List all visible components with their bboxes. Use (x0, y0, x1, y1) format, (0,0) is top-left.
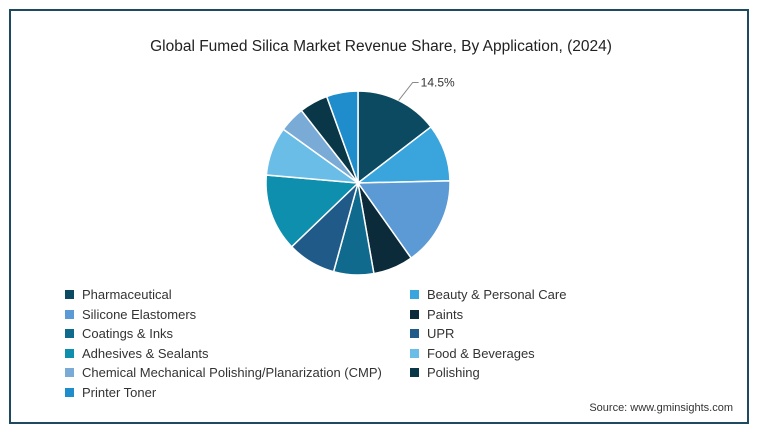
legend-swatch (65, 348, 74, 358)
legend-item: UPR (410, 326, 454, 341)
legend-label: Coatings & Inks (82, 326, 174, 341)
legend-label: Food & Beverages (427, 345, 535, 361)
pie-slice-printer-toner (325, 90, 359, 184)
pie-slice-pharmaceutical (357, 90, 433, 185)
legend-swatch (410, 329, 419, 338)
legend-item: Silicone Elastomers (65, 307, 196, 322)
legend-label: Polishing (427, 365, 480, 380)
legend-item: Printer Toner (65, 385, 156, 400)
source-note: Source: www.gminsights.com (589, 402, 733, 414)
legend-swatch (65, 387, 74, 397)
legend-label: Beauty & Personal Care (427, 287, 567, 302)
pie-chart: 14.5% (265, 75, 455, 276)
legend-item: Pharmaceutical (65, 287, 172, 302)
chart-frame: Global Fumed Silica Market Revenue Share… (9, 9, 749, 424)
legend-item: Adhesives & Sealants (65, 346, 208, 361)
legend-swatch (65, 309, 74, 319)
legend-label: UPR (427, 326, 455, 341)
legend-item: Polishing (410, 365, 480, 380)
legend-swatch (410, 348, 419, 358)
legend-swatch (65, 368, 74, 377)
legend-item: Beauty & Personal Care (410, 287, 566, 302)
legend-label: Printer Toner (82, 384, 157, 400)
chart-title: Global Fumed Silica Market Revenue Share… (150, 38, 612, 55)
pie-slice-adhesives-sealants (265, 174, 360, 248)
data-label: 14.5% (421, 75, 455, 89)
legend-label: Paints (427, 306, 464, 322)
legend-item: Food & Beverages (410, 346, 535, 361)
legend-label: Silicone Elastomers (82, 306, 197, 322)
legend-item: Paints (410, 307, 463, 322)
legend-label: Chemical Mechanical Polishing/Planarizat… (82, 365, 382, 380)
legend-swatch (410, 368, 419, 377)
legend-label: Pharmaceutical (82, 287, 172, 302)
legend-label: Adhesives & Sealants (82, 345, 209, 361)
data-label-leader (398, 81, 419, 101)
legend-swatch (65, 329, 74, 338)
legend-item: Chemical Mechanical Polishing/Planarizat… (65, 365, 382, 380)
legend-swatch (410, 290, 419, 299)
legend-swatch (65, 290, 74, 299)
legend-item: Coatings & Inks (65, 326, 173, 341)
pie-slice-silicone-elastomers (356, 180, 451, 260)
legend-swatch (410, 309, 419, 319)
